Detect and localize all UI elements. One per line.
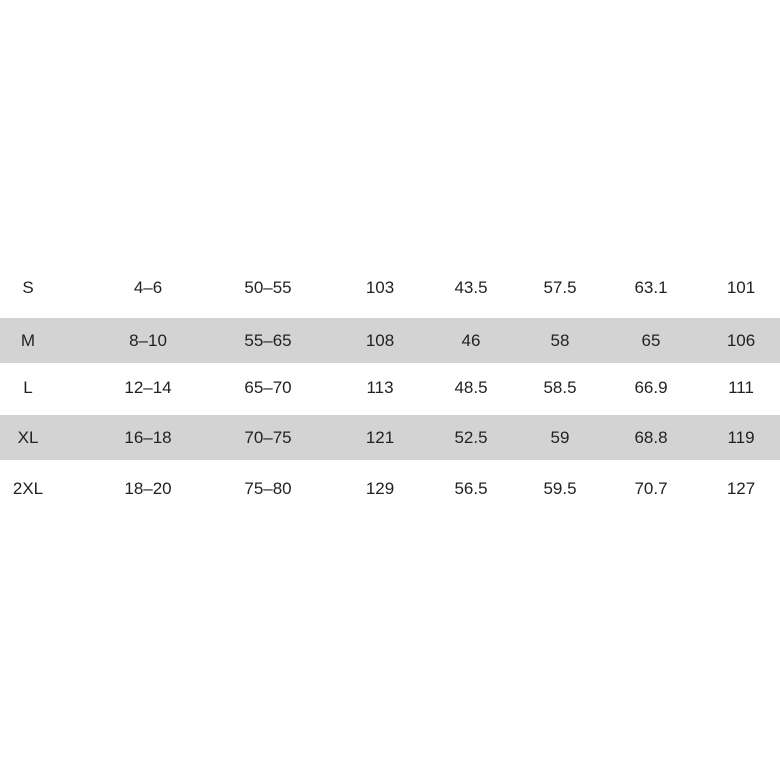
table-cell: 65–70 xyxy=(244,378,292,397)
table-cell: 65 xyxy=(641,331,661,350)
size-label: XL xyxy=(17,428,39,447)
table-cell: 57.5 xyxy=(543,278,577,297)
table-row: XL 16–18 70–75 121 52.5 59 68.8 119 xyxy=(0,415,780,460)
size-label: M xyxy=(20,331,36,350)
table-cell: 106 xyxy=(726,331,756,350)
table-cell: 16–18 xyxy=(124,428,172,447)
table-cell: 113 xyxy=(366,378,394,397)
table-cell: 55–65 xyxy=(244,331,292,350)
table-cell: 59 xyxy=(550,428,570,447)
table-cell: 50–55 xyxy=(244,278,292,297)
table-cell: 12–14 xyxy=(124,378,172,397)
table-row: L 12–14 65–70 113 48.5 58.5 66.9 111 xyxy=(0,365,780,410)
table-row: M 8–10 55–65 108 46 58 65 106 xyxy=(0,318,780,363)
table-cell: 129 xyxy=(365,479,395,498)
size-label: S xyxy=(22,278,34,297)
size-label: 2XL xyxy=(12,479,44,498)
table-cell: 68.8 xyxy=(634,428,668,447)
table-cell: 48.5 xyxy=(454,378,488,397)
table-cell: 4–6 xyxy=(133,278,163,297)
table-cell: 103 xyxy=(365,278,395,297)
size-label: L xyxy=(23,378,33,397)
table-cell: 70.7 xyxy=(634,479,668,498)
table-cell: 8–10 xyxy=(129,331,167,350)
table-cell: 18–20 xyxy=(124,479,172,498)
table-cell: 59.5 xyxy=(543,479,577,498)
table-cell: 127 xyxy=(726,479,756,498)
table-cell: 121 xyxy=(365,428,395,447)
table-cell: 43.5 xyxy=(454,278,488,297)
table-cell: 56.5 xyxy=(454,479,488,498)
table-cell: 66.9 xyxy=(634,378,668,397)
table-cell: 101 xyxy=(726,278,756,297)
table-cell: 70–75 xyxy=(244,428,292,447)
table-cell: 108 xyxy=(365,331,395,350)
table-cell: 75–80 xyxy=(244,479,292,498)
table-cell: 111 xyxy=(728,378,754,397)
table-cell: 58 xyxy=(550,331,570,350)
table-cell: 58.5 xyxy=(543,378,577,397)
table-row: 2XL 18–20 75–80 129 56.5 59.5 70.7 127 xyxy=(0,466,780,511)
table-cell: 119 xyxy=(727,428,755,447)
table-cell: 63.1 xyxy=(634,278,668,297)
table-row: S 4–6 50–55 103 43.5 57.5 63.1 101 xyxy=(0,265,780,310)
table-cell: 46 xyxy=(461,331,481,350)
table-cell: 52.5 xyxy=(454,428,488,447)
